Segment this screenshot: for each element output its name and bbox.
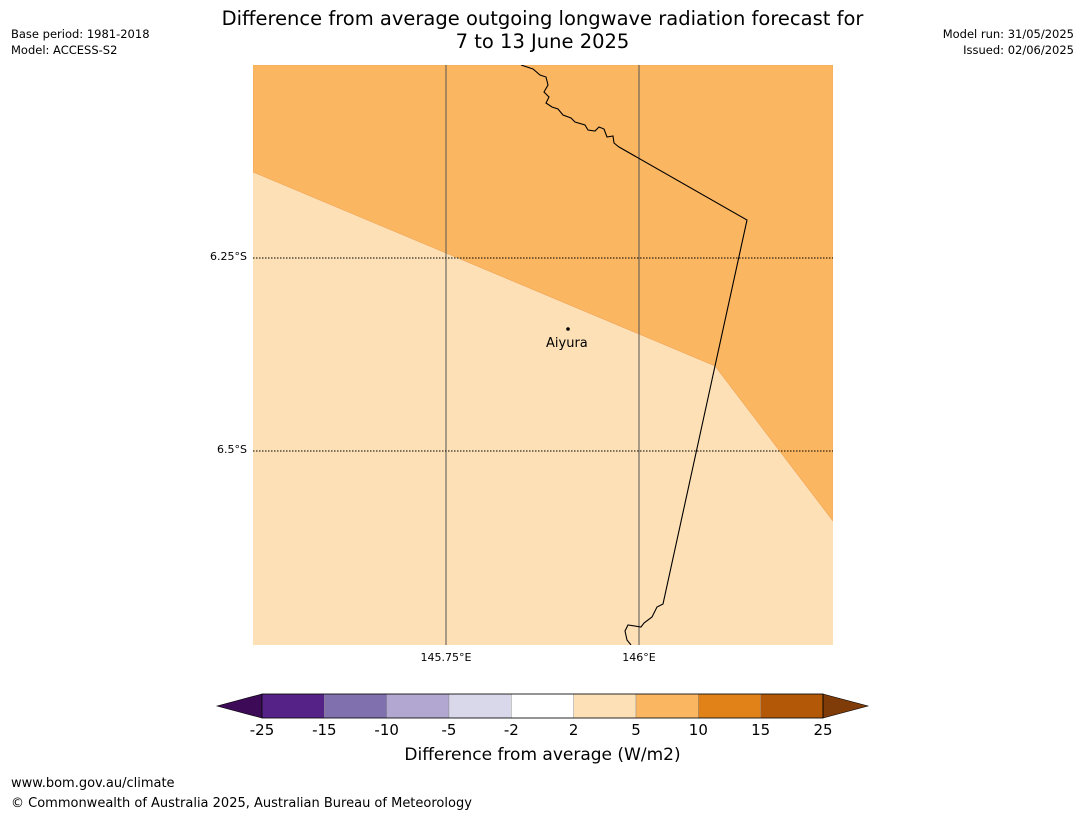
colorbar-segment — [386, 693, 450, 719]
lon-label-145-75: 145.75°E — [420, 651, 472, 664]
chart-title: Difference from average outgoing longwav… — [0, 7, 1085, 53]
map-svg — [253, 65, 833, 645]
colorbar-segment — [448, 693, 512, 719]
meta-left: Base period: 1981-2018 Model: ACCESS-S2 — [11, 26, 150, 58]
colorbar-segment — [573, 693, 637, 719]
colorbar-tick-label: -2 — [503, 721, 519, 739]
lat-label-6-25: 6.25°S — [210, 250, 247, 263]
base-period: Base period: 1981-2018 — [11, 27, 150, 41]
colorbar-tick-label: 15 — [751, 721, 771, 739]
title-line-2: 7 to 13 June 2025 — [455, 30, 630, 53]
colorbar-segment — [511, 693, 574, 719]
lon-label-146: 146°E — [622, 651, 656, 664]
lat-label-6-5: 6.5°S — [217, 443, 247, 456]
colorbar-label: Difference from average (W/m2) — [404, 745, 681, 765]
colorbar-segment — [261, 693, 325, 719]
colorbar-segment — [698, 693, 761, 719]
colorbar-tick-label: -10 — [374, 721, 399, 739]
colorbar-tick-label: 10 — [688, 721, 708, 739]
colorbar-tick-label: -25 — [249, 721, 275, 739]
place-label-aiyura: Aiyura — [546, 336, 588, 351]
colorbar-tick-label: 5 — [631, 721, 641, 739]
issued-date: Issued: 02/06/2025 — [963, 43, 1074, 57]
colorbar-segment — [324, 693, 387, 719]
colorbar-extend-left — [215, 693, 263, 719]
colorbar-tick-label: -15 — [312, 721, 337, 739]
colorbar-tick-label: 2 — [568, 721, 579, 739]
colorbar-tick-label: 25 — [813, 721, 833, 739]
footer-copyright: © Commonwealth of Australia 2025, Austra… — [11, 796, 472, 811]
model-name: Model: ACCESS-S2 — [11, 43, 118, 57]
colorbar-tick-label: -5 — [441, 721, 457, 739]
meta-right: Model run: 31/05/2025 Issued: 02/06/2025 — [943, 26, 1074, 58]
colorbar-segment — [760, 693, 824, 719]
colorbar-segment — [635, 693, 699, 719]
model-run: Model run: 31/05/2025 — [942, 27, 1074, 41]
colorbar-extend-right — [822, 693, 870, 719]
coastline — [520, 65, 748, 645]
title-line-1: Difference from average outgoing longwav… — [221, 7, 864, 30]
colorbar — [215, 693, 870, 719]
aiyura-marker — [566, 327, 570, 331]
map-panel — [253, 65, 833, 645]
footer-url[interactable]: www.bom.gov.au/climate — [11, 776, 175, 791]
colorbar-outline — [261, 693, 824, 719]
